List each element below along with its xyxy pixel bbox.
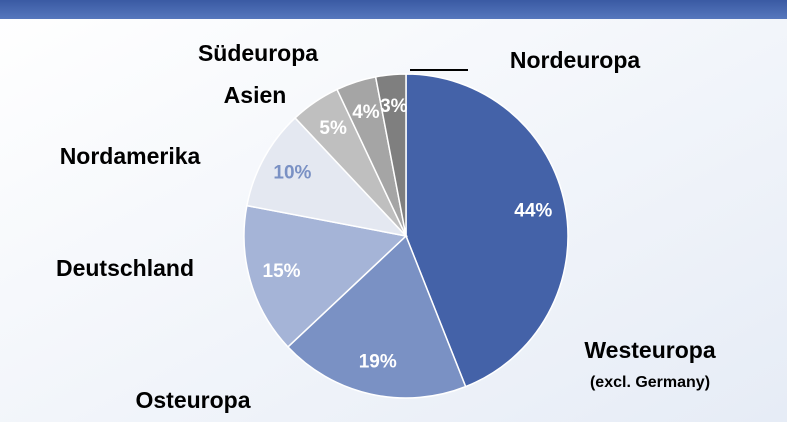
value-label: 3% — [380, 96, 408, 117]
value-label: 5% — [319, 118, 347, 139]
pie-slice — [286, 234, 467, 399]
pie-slice — [405, 73, 569, 388]
pie-slice — [245, 116, 409, 238]
category-label: Westeuropa — [584, 337, 715, 363]
category-label: Nordeuropa — [510, 47, 641, 73]
category-label: Südeuropa — [198, 40, 318, 66]
value-label: 19% — [359, 351, 397, 372]
header-bar — [0, 0, 787, 19]
value-label: 4% — [352, 102, 380, 123]
category-label: Nordamerika — [60, 143, 201, 169]
pie-slice — [243, 204, 408, 348]
value-label: 10% — [273, 163, 311, 184]
category-label: Osteuropa — [135, 387, 250, 413]
category-label: Deutschland — [56, 255, 194, 281]
pie-slice — [374, 73, 407, 237]
value-label: 44% — [514, 201, 552, 222]
annotation: (excl. Germany) — [590, 374, 710, 391]
value-label: 15% — [263, 261, 301, 282]
category-label: Asien — [224, 82, 287, 108]
